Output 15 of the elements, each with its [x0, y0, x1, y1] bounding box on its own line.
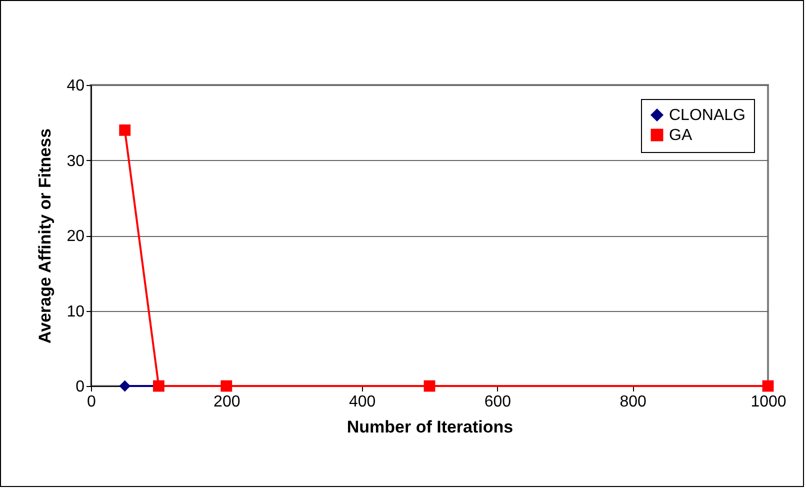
legend-label: CLONALG: [669, 107, 746, 124]
x-axis-title: Number of Iterations: [346, 418, 514, 436]
y-axis-title: Average Affinity or Fitness: [36, 128, 55, 344]
legend-label: GA: [669, 127, 692, 144]
x-tick-label: 800: [620, 394, 647, 410]
y-tick-label: 10: [66, 303, 85, 320]
x-tick-label: 400: [348, 394, 376, 410]
x-tick-label: 200: [214, 394, 240, 410]
y-tick-label: 40: [66, 78, 85, 94]
y-tick-label: 0: [76, 378, 85, 396]
x-tick-label: 0: [87, 394, 96, 410]
x-tick-label: 1000: [750, 394, 786, 410]
x-tick-label: 600: [484, 394, 512, 410]
y-tick-label: 20: [66, 228, 85, 245]
y-tick-label: 30: [66, 152, 85, 170]
